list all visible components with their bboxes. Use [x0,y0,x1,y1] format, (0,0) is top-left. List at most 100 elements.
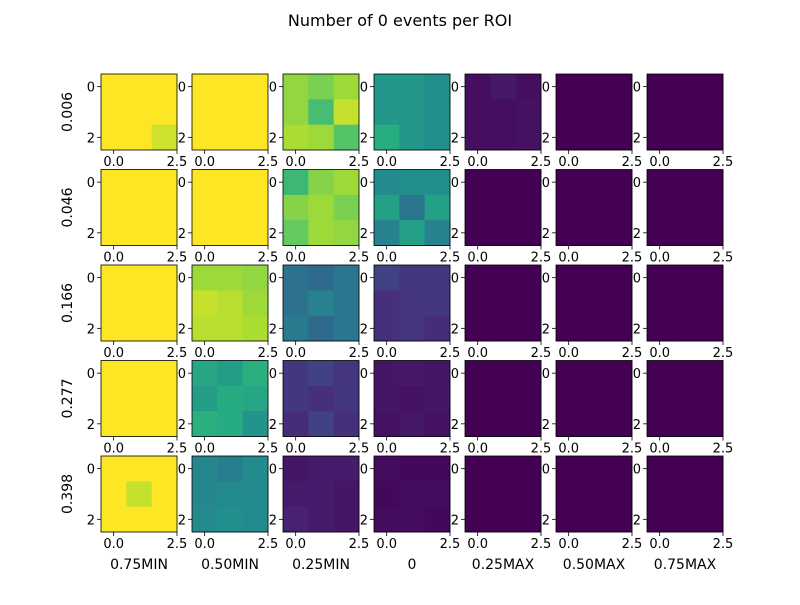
x-tick-label: 0.0 [376,251,397,266]
heatmap-cell [606,194,633,221]
heatmap-cell [515,74,542,100]
y-tick-label: 2 [269,131,277,146]
panel-r3-c4: 0.0 2.5 0 2 [451,360,551,457]
heatmap-cell [606,360,633,387]
panel-r4-c3: 0.0 2.5 0 2 [360,455,461,552]
x-tick-label: 2.5 [713,537,734,552]
panel-r2-c5: 0.0 2.5 0 2 [542,264,642,361]
panel-r0-c6: 0.0 2.5 0 2 [633,73,733,170]
heatmap-cell [424,481,451,508]
panel-frame [373,360,451,437]
x-tick-label: 2.5 [440,537,461,552]
heatmap-cell [308,99,335,126]
heatmap-cell [606,481,633,508]
heatmap-cell [374,124,400,151]
heatmap-cell [333,481,360,508]
heatmap-cell [333,169,360,196]
heatmap-cell [374,265,400,291]
heatmap-cell [151,456,178,482]
heatmap-cell [581,506,608,533]
heatmap-cell [101,411,127,437]
y-tick-label: 0 [633,176,641,191]
panel-r3-c3: 0.0 2.5 0 2 [360,360,460,457]
heatmap-cell [399,456,426,482]
heatmap-cell [672,456,699,482]
heatmap-cell [192,74,218,100]
y-tick-label: 0 [87,367,95,382]
heatmap-cell [647,360,673,387]
y-tick-label: 2 [633,418,641,433]
heatmap-cell [126,124,153,151]
heatmap-cell [606,99,633,126]
heatmap-cell [374,74,400,100]
heatmap-cell [581,360,608,387]
heatmap-cell [333,220,360,246]
heatmap-cell [606,265,633,291]
x-tick-label: 0.0 [558,537,579,552]
heatmap-cell [101,360,127,387]
heatmap-cell [490,265,517,291]
heatmap-cell [126,506,153,533]
panel-frame [191,455,269,533]
heatmap-cell [333,74,360,100]
heatmap-cell [515,411,542,437]
heatmap-cell [217,124,244,151]
heatmap-cell [581,169,608,196]
heatmap-cell [581,220,608,246]
y-tick-label: 2 [451,513,459,528]
x-tick-label: 2.5 [167,251,188,266]
heatmap-cell [217,456,244,482]
heatmap-cell [308,290,335,317]
heatmap-cell [333,385,360,412]
heatmap-cell [399,194,426,221]
heatmap-cell [697,74,724,100]
heatmap-cell [333,456,360,482]
heatmap-cell [308,506,335,533]
x-tick-label: 2.5 [349,442,370,457]
heatmap-cell [581,290,608,317]
panel-r4-c2: 0.0 2.5 0 2 [269,455,369,552]
column-label: 0.75MAX [654,557,717,573]
heatmap-cell [126,194,153,221]
heatmap-cell [465,265,491,291]
heatmap-cell [556,265,582,291]
x-tick-label: 0.0 [467,537,488,552]
y-tick-label: 2 [178,131,186,146]
heatmap-cell [217,506,244,533]
x-tick-label: 2.5 [258,251,279,266]
heatmap-cell [556,411,582,437]
heatmap-cell [101,124,127,151]
y-tick-label: 0 [451,272,459,287]
heatmap-cell [192,360,218,387]
heatmap-cell [374,169,400,196]
heatmap-cell [556,506,582,533]
heatmap-cell [556,315,582,342]
y-tick-label: 0 [269,367,277,382]
heatmap-cell [697,385,724,412]
row-label: 0.277 [60,378,76,418]
heatmap-cell [283,481,309,508]
x-tick-label: 2.5 [713,251,734,266]
heatmap-cell [283,74,309,100]
column-label: 0.50MAX [563,557,626,573]
y-tick-label: 0 [451,367,459,382]
y-tick-label: 2 [633,227,641,242]
y-tick-label: 0 [542,272,550,287]
y-tick-label: 0 [269,272,277,287]
y-tick-label: 2 [87,513,95,528]
heatmap-cell [374,220,400,246]
y-tick-label: 2 [360,418,368,433]
heatmap-cell [374,290,400,317]
heatmap-cell [242,506,269,533]
heatmap-cell [581,315,608,342]
x-tick-label: 0.0 [285,442,306,457]
heatmap-cell [556,385,582,412]
heatmap-cell [126,481,153,508]
heatmap-cell [101,220,127,246]
panel-r1-c5: 0.0 2.5 0 2 [542,169,642,266]
heatmap-cell [490,124,517,151]
panel-frame [646,73,724,151]
panel-frame [464,360,542,437]
heatmap-cell [697,315,724,342]
